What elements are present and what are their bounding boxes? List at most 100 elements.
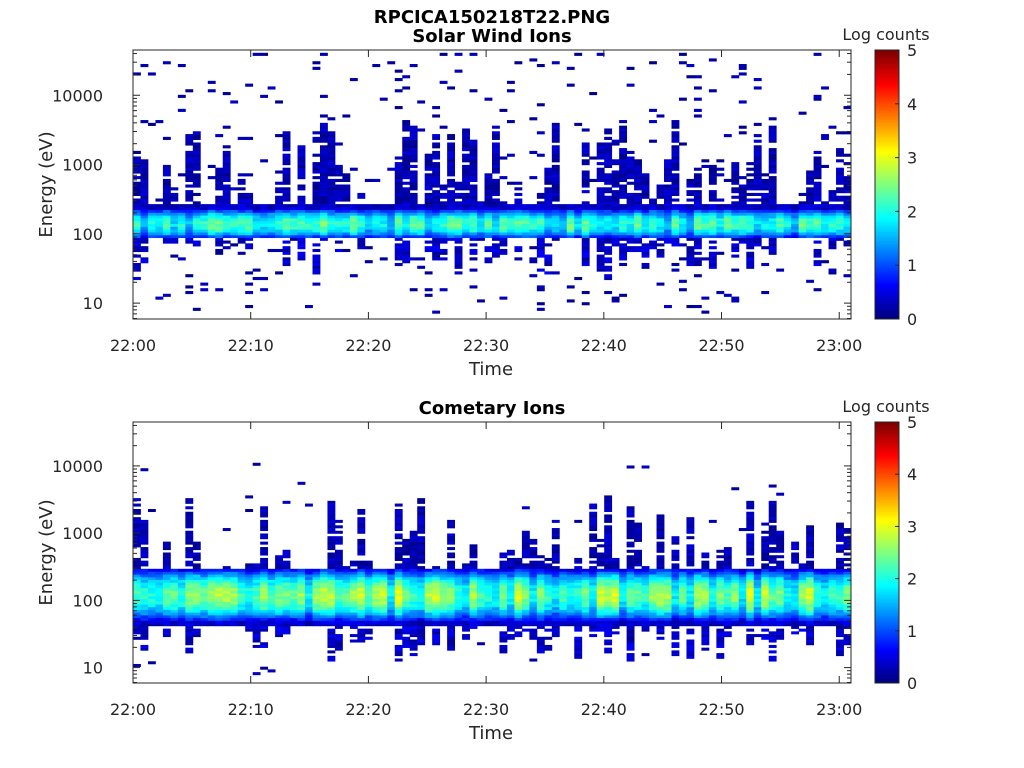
heatmap-cell	[162, 620, 171, 624]
heatmap-cell	[200, 623, 209, 627]
heatmap-cell	[641, 598, 650, 602]
heatmap-cell	[589, 528, 598, 532]
heatmap-cell	[140, 167, 149, 171]
heatmap-cell	[237, 206, 246, 211]
heatmap-cell	[140, 631, 149, 635]
heatmap-cell	[753, 86, 762, 90]
heatmap-cell	[349, 606, 358, 610]
heatmap-cell	[678, 623, 687, 627]
heatmap-cell	[334, 596, 343, 600]
heatmap-cell	[447, 522, 456, 526]
heatmap-cell	[349, 226, 358, 230]
heatmap-cell	[275, 170, 283, 174]
heatmap-cell	[185, 153, 194, 157]
heatmap-cell	[492, 571, 500, 575]
heatmap-cell	[417, 604, 426, 608]
heatmap-cell	[574, 623, 583, 627]
heatmap-cell	[559, 229, 568, 233]
heatmap-cell	[454, 246, 463, 250]
heatmap-cell	[387, 617, 396, 621]
heatmap-cell	[267, 206, 276, 211]
heatmap-cell	[693, 97, 702, 101]
heatmap-cell	[596, 195, 605, 199]
heatmap-cell	[604, 220, 613, 225]
heatmap-cell	[305, 585, 313, 589]
heatmap-cell	[275, 585, 283, 589]
heatmap-cell	[551, 184, 560, 188]
heatmap-cell	[439, 288, 448, 292]
heatmap-cell	[731, 167, 740, 171]
heatmap-cell	[342, 587, 351, 591]
heatmap-cell	[783, 209, 792, 213]
heatmap-cell	[237, 574, 246, 578]
heatmap-cell	[275, 631, 283, 635]
heatmap-cell	[574, 617, 583, 621]
heatmap-cell	[536, 204, 545, 208]
heatmap-cell	[185, 549, 194, 553]
heatmap-cell	[761, 184, 770, 188]
heatmap-cell	[327, 218, 336, 222]
heatmap-cell	[162, 234, 171, 239]
heatmap-cell	[783, 206, 792, 211]
heatmap-cell	[334, 215, 343, 219]
heatmap-cell	[731, 204, 740, 208]
heatmap-cell	[319, 574, 328, 578]
colorbar-frame	[874, 49, 900, 320]
heatmap-cell	[559, 576, 568, 580]
heatmap-cell	[469, 195, 478, 199]
heatmap-cell	[806, 190, 815, 194]
heatmap-cell	[626, 212, 635, 216]
heatmap-cell	[267, 234, 276, 239]
heatmap-cell	[604, 187, 613, 191]
heatmap-cell	[409, 590, 418, 594]
heatmap-cell	[222, 234, 231, 239]
heatmap-cell	[604, 585, 613, 589]
heatmap-cell	[357, 206, 366, 211]
heatmap-cell	[574, 576, 583, 580]
heatmap-cell	[716, 159, 725, 163]
heatmap-cell	[424, 173, 433, 177]
colorbar-segment	[875, 301, 899, 304]
heatmap-cell	[574, 234, 583, 239]
heatmap-cell	[596, 596, 605, 600]
heatmap-cell	[574, 229, 583, 233]
heatmap-cell	[312, 598, 321, 602]
heatmap-cell	[140, 229, 149, 233]
heatmap-cell	[574, 220, 583, 225]
heatmap-cell	[611, 617, 620, 621]
colorbar-segment	[875, 220, 899, 224]
heatmap-cell	[506, 596, 515, 600]
heatmap-cell	[462, 582, 470, 586]
heatmap-cell	[282, 585, 291, 589]
heatmap-cell	[327, 541, 336, 545]
heatmap-cell	[761, 187, 770, 191]
heatmap-cell	[402, 615, 411, 619]
heatmap-cell	[417, 204, 426, 208]
heatmap-cell	[611, 571, 620, 575]
heatmap-cell	[521, 218, 530, 222]
heatmap-cell	[656, 525, 665, 529]
heatmap-cell	[342, 192, 351, 197]
heatmap-cell	[798, 218, 807, 222]
heatmap-cell	[693, 167, 702, 171]
heatmap-cell	[432, 220, 441, 225]
heatmap-cell	[626, 596, 635, 600]
heatmap-cell	[364, 585, 373, 589]
heatmap-cell	[536, 598, 545, 602]
heatmap-cell	[521, 555, 530, 559]
heatmap-cell	[753, 145, 762, 149]
heatmap-cell	[245, 226, 254, 230]
heatmap-cell	[447, 178, 456, 182]
heatmap-cell	[664, 190, 672, 194]
heatmap-cell	[492, 178, 500, 182]
heatmap-cell	[641, 568, 650, 572]
heatmap-cell	[215, 220, 224, 225]
heatmap-cell	[424, 220, 433, 225]
heatmap-cell	[417, 536, 426, 540]
heatmap-cell	[170, 234, 179, 239]
heatmap-cell	[701, 220, 710, 225]
heatmap-cell	[200, 223, 209, 227]
heatmap-cell	[619, 148, 628, 152]
colorbar-segment	[875, 58, 899, 62]
heatmap-cell	[185, 89, 194, 93]
